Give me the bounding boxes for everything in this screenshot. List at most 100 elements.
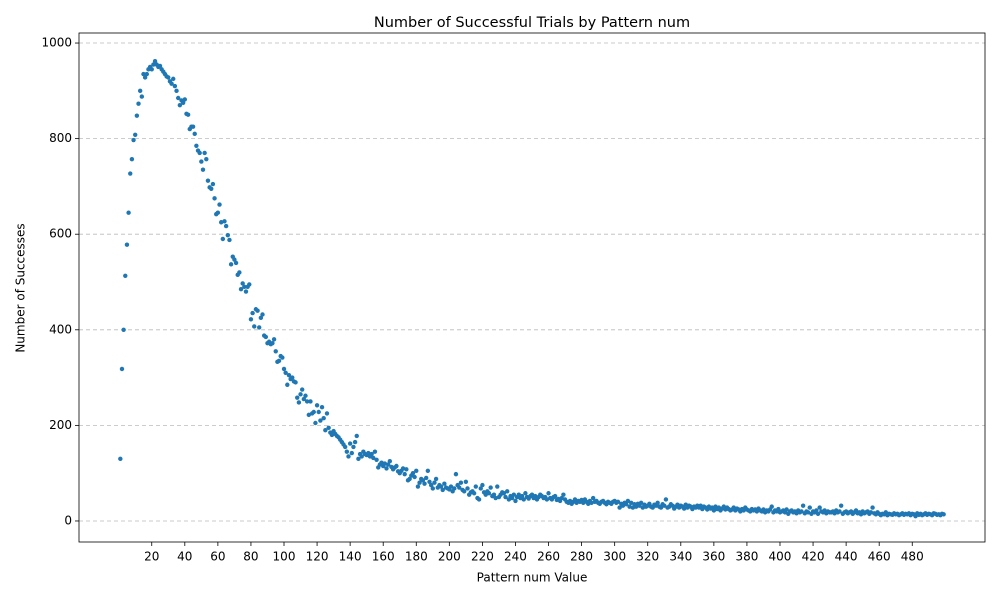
- point: [480, 482, 485, 488]
- point: [308, 399, 313, 404]
- point: [658, 505, 664, 510]
- point: [533, 493, 538, 499]
- point: [404, 467, 409, 472]
- point: [402, 471, 407, 477]
- point: [218, 220, 224, 225]
- point: [136, 101, 141, 106]
- point: [941, 512, 946, 517]
- point: [463, 479, 469, 484]
- point: [349, 450, 354, 456]
- point: [248, 317, 254, 322]
- point: [258, 315, 264, 321]
- point: [177, 102, 183, 108]
- point: [384, 466, 389, 471]
- point: [119, 366, 125, 372]
- point: [342, 444, 348, 450]
- point: [625, 498, 631, 504]
- point: [815, 511, 821, 517]
- point: [134, 113, 140, 118]
- x-tick-label: 400: [769, 550, 792, 564]
- point: [681, 506, 687, 511]
- point: [590, 495, 596, 501]
- point: [215, 210, 221, 215]
- point: [149, 67, 154, 72]
- point: [270, 340, 275, 346]
- y-tick-label: 600: [49, 227, 72, 241]
- point: [630, 505, 636, 510]
- point: [589, 500, 594, 506]
- point: [232, 257, 237, 262]
- point: [257, 325, 262, 330]
- point: [172, 83, 178, 89]
- point: [400, 466, 406, 471]
- point: [200, 167, 206, 172]
- point: [493, 495, 498, 501]
- point: [559, 495, 564, 501]
- point: [344, 449, 350, 454]
- x-tick-label: 180: [405, 550, 428, 564]
- point: [247, 282, 252, 287]
- point: [209, 186, 214, 192]
- point: [276, 358, 282, 364]
- point: [286, 373, 292, 378]
- point: [323, 427, 328, 433]
- x-tick-label: 480: [901, 550, 924, 564]
- point: [572, 497, 578, 502]
- point: [197, 150, 202, 156]
- x-tick-label: 100: [273, 550, 296, 564]
- point: [283, 370, 288, 376]
- point: [194, 143, 199, 148]
- point: [868, 510, 874, 515]
- point: [293, 380, 298, 385]
- point: [561, 492, 566, 497]
- point: [311, 409, 316, 415]
- point: [281, 366, 287, 372]
- point: [250, 310, 255, 316]
- point: [452, 486, 457, 491]
- point: [369, 451, 374, 457]
- point: [319, 405, 325, 410]
- point: [301, 396, 307, 402]
- point: [303, 393, 308, 398]
- point: [351, 444, 356, 450]
- y-axis-label: Number of Successes: [14, 223, 28, 352]
- point: [318, 418, 323, 423]
- point: [285, 382, 290, 387]
- point: [420, 478, 426, 483]
- point: [624, 502, 629, 507]
- point: [628, 500, 634, 506]
- x-tick-label: 280: [570, 550, 593, 564]
- point: [615, 499, 621, 505]
- grid: [79, 42, 985, 522]
- point: [432, 480, 437, 485]
- y-tick-label: 400: [49, 322, 72, 336]
- x-tick-label: 340: [669, 550, 692, 564]
- point: [440, 487, 445, 493]
- point: [427, 479, 432, 484]
- point: [128, 171, 133, 176]
- point: [233, 260, 239, 266]
- point: [174, 88, 179, 94]
- point: [223, 223, 229, 229]
- x-tick-label: 140: [339, 550, 362, 564]
- point: [776, 506, 781, 512]
- point: [544, 497, 550, 502]
- point: [698, 503, 703, 508]
- x-tick-label: 20: [144, 550, 159, 564]
- point: [347, 441, 353, 446]
- x-tick-label: 440: [835, 550, 858, 564]
- point: [316, 409, 321, 415]
- point: [243, 289, 249, 294]
- point: [141, 71, 146, 77]
- point: [407, 476, 412, 482]
- point: [157, 63, 163, 69]
- point: [227, 237, 232, 243]
- point: [552, 493, 558, 499]
- point: [417, 480, 422, 485]
- point: [131, 137, 136, 143]
- point: [190, 124, 196, 129]
- point: [255, 308, 260, 313]
- point: [387, 459, 393, 464]
- point: [509, 495, 515, 501]
